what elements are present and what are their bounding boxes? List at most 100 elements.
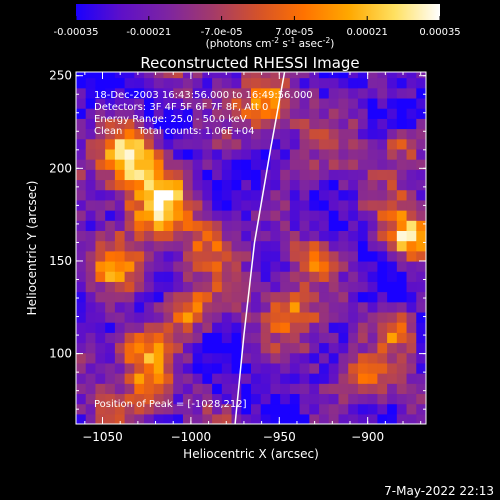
heatmap-cell [368,88,378,99]
heatmap-cell [309,322,319,333]
heatmap-cell [358,241,368,252]
heatmap-cell [377,78,387,89]
heatmap-cell [348,251,358,262]
heatmap-cell [339,230,349,241]
heatmap-cell [358,251,368,262]
heatmap-cell [86,383,96,394]
heatmap-cell [222,363,232,374]
heatmap-cell [319,332,329,343]
heatmap-cell [144,373,154,384]
heatmap-cell [202,302,212,313]
heatmap-cell [232,414,242,425]
heatmap-cell [125,149,135,160]
heatmap-cell [309,241,319,252]
heatmap-cell [154,292,164,303]
heatmap-cell [164,230,174,241]
heatmap-cell [339,129,349,140]
heatmap-cell [76,108,86,119]
heatmap-cell [280,210,290,221]
heatmap-cell [86,281,96,292]
heatmap-cell [232,169,242,180]
heatmap-cell [309,292,319,303]
heatmap-cell [86,169,96,180]
heatmap-cell [368,200,378,211]
heatmap-cell [95,200,105,211]
heatmap-cell [270,149,280,160]
heatmap-cell [270,230,280,241]
heatmap-cell [348,332,358,343]
heatmap-cell [358,281,368,292]
heatmap-cell [95,169,105,180]
heatmap-cell [407,383,417,394]
heatmap-cell [339,312,349,323]
heatmap-cell [86,230,96,241]
heatmap-cell [202,312,212,323]
heatmap-cell [261,129,271,140]
heatmap-cell [358,179,368,190]
heatmap-cell [193,200,203,211]
heatmap-cell [95,292,105,303]
heatmap-cell [154,373,164,384]
heatmap-cell [387,373,397,384]
heatmap-cell [387,251,397,262]
heatmap-cell [300,179,310,190]
heatmap-cell [377,332,387,343]
heatmap-cell [416,179,426,190]
heatmap-cell [261,373,271,384]
heatmap-cell [309,108,319,119]
heatmap-cell [86,332,96,343]
heatmap-cell [319,210,329,221]
heatmap-cell [202,383,212,394]
heatmap-cell [377,271,387,282]
heatmap-cell [397,98,407,109]
heatmap-cell [232,179,242,190]
heatmap-cell [76,251,86,262]
heatmap-cell [329,108,339,119]
heatmap-cell [348,373,358,384]
heatmap-cell [164,292,174,303]
heatmap-cell [183,322,193,333]
heatmap-cell [358,139,368,150]
heatmap-cell [387,322,397,333]
heatmap-cell [105,353,115,364]
heatmap-cell [358,169,368,180]
heatmap-cell [144,251,154,262]
heatmap-cell [329,302,339,313]
heatmap-cell [222,302,232,313]
heatmap-cell [290,363,300,374]
heatmap-cell [261,210,271,221]
heatmap-cell [261,312,271,323]
heatmap-cell [183,241,193,252]
heatmap-cell [387,118,397,129]
heatmap-cell [319,179,329,190]
heatmap-cell [407,190,417,201]
heatmap-cell [202,292,212,303]
heatmap-cell [280,281,290,292]
heatmap-cell [387,312,397,323]
heatmap-cell [270,302,280,313]
heatmap-cell [183,169,193,180]
heatmap-cell [134,200,144,211]
heatmap-cell [339,322,349,333]
heatmap-cell [154,200,164,211]
heatmap-cell [377,393,387,404]
heatmap-cell [290,108,300,119]
heatmap-cell [183,139,193,150]
heatmap-cell [76,261,86,272]
heatmap-cell [397,322,407,333]
heatmap-cell [261,139,271,150]
heatmap-cell [358,353,368,364]
heatmap-cell [348,169,358,180]
heatmap-cell [416,67,426,78]
heatmap-cell [173,302,183,313]
heatmap-cell [339,251,349,262]
heatmap-cell [329,414,339,425]
heatmap-cell [105,363,115,374]
heatmap-cell [377,169,387,180]
heatmap-cell [407,271,417,282]
heatmap-cell [173,353,183,364]
heatmap-cell [164,78,174,89]
colorbar-tick-label: -7.0e-05 [201,27,243,38]
heatmap-cell [368,404,378,415]
heatmap-cell [348,149,358,160]
